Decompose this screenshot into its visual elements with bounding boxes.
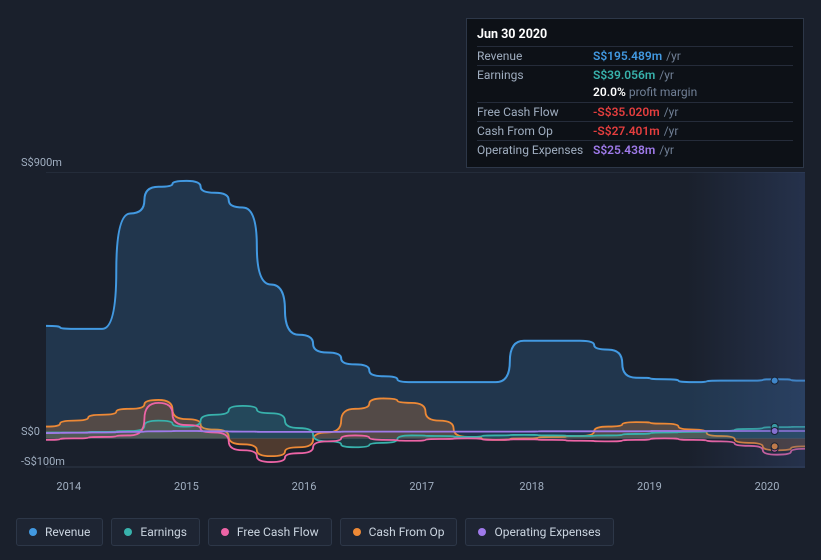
legend-label: Operating Expenses: [494, 525, 600, 539]
tooltip-value: -S$27.401m/yr: [593, 124, 678, 138]
legend-item-revenue[interactable]: Revenue: [16, 518, 103, 546]
x-tick: 2020: [755, 480, 780, 493]
tooltip-row-opex: Operating Expenses S$25.438m/yr: [477, 140, 793, 159]
legend-label: Free Cash Flow: [237, 525, 319, 539]
tooltip-value: S$25.438m/yr: [593, 143, 674, 157]
plot-area[interactable]: [46, 172, 805, 468]
legend-dot: [478, 528, 486, 536]
x-tick: 2019: [637, 480, 662, 493]
chart-svg: [46, 172, 805, 468]
tooltip-row-cfo: Cash From Op -S$27.401m/yr: [477, 121, 793, 140]
legend-dot: [221, 528, 229, 536]
tooltip-label: Revenue: [477, 49, 593, 63]
legend-label: Revenue: [45, 525, 90, 539]
legend-dot: [29, 528, 37, 536]
tooltip-value: S$195.489m/yr: [593, 49, 681, 63]
y-axis-label-top: S$900m: [21, 156, 62, 169]
y-axis-label-zero: S$0: [21, 425, 40, 438]
legend-item-earnings[interactable]: Earnings: [111, 518, 200, 546]
legend-item-opex[interactable]: Operating Expenses: [465, 518, 613, 546]
x-axis: 2014 2015 2016 2017 2018 2019 2020: [46, 480, 805, 496]
tooltip-value: S$39.056m/yr: [593, 68, 674, 82]
chart-legend: Revenue Earnings Free Cash Flow Cash Fro…: [16, 518, 614, 546]
tooltip-profit-margin: 20.0% profit margin: [593, 84, 793, 102]
legend-item-cfo[interactable]: Cash From Op: [340, 518, 458, 546]
tooltip-row-earnings: Earnings S$39.056m/yr: [477, 65, 793, 84]
legend-label: Cash From Op: [369, 525, 445, 539]
x-tick: 2016: [292, 480, 317, 493]
tooltip-label: Earnings: [477, 68, 593, 82]
legend-dot: [124, 528, 132, 536]
financials-chart[interactable]: S$900m S$0 -S$100m 2014 2015 2016 2017 2…: [16, 154, 805, 496]
legend-item-fcf[interactable]: Free Cash Flow: [208, 518, 332, 546]
tooltip-label: Cash From Op: [477, 124, 593, 138]
x-tick: 2018: [519, 480, 544, 493]
legend-dot: [353, 528, 361, 536]
x-tick: 2015: [174, 480, 199, 493]
data-tooltip: Jun 30 2020 Revenue S$195.489m/yr Earnin…: [466, 18, 804, 168]
tooltip-label: Operating Expenses: [477, 143, 593, 157]
x-tick: 2014: [56, 480, 81, 493]
tooltip-date: Jun 30 2020: [477, 27, 793, 42]
tooltip-row-revenue: Revenue S$195.489m/yr: [477, 46, 793, 65]
tooltip-value: -S$35.020m/yr: [593, 105, 678, 119]
tooltip-row-fcf: Free Cash Flow -S$35.020m/yr: [477, 102, 793, 121]
legend-label: Earnings: [140, 525, 187, 539]
x-tick: 2017: [409, 480, 434, 493]
tooltip-label: Free Cash Flow: [477, 105, 593, 119]
